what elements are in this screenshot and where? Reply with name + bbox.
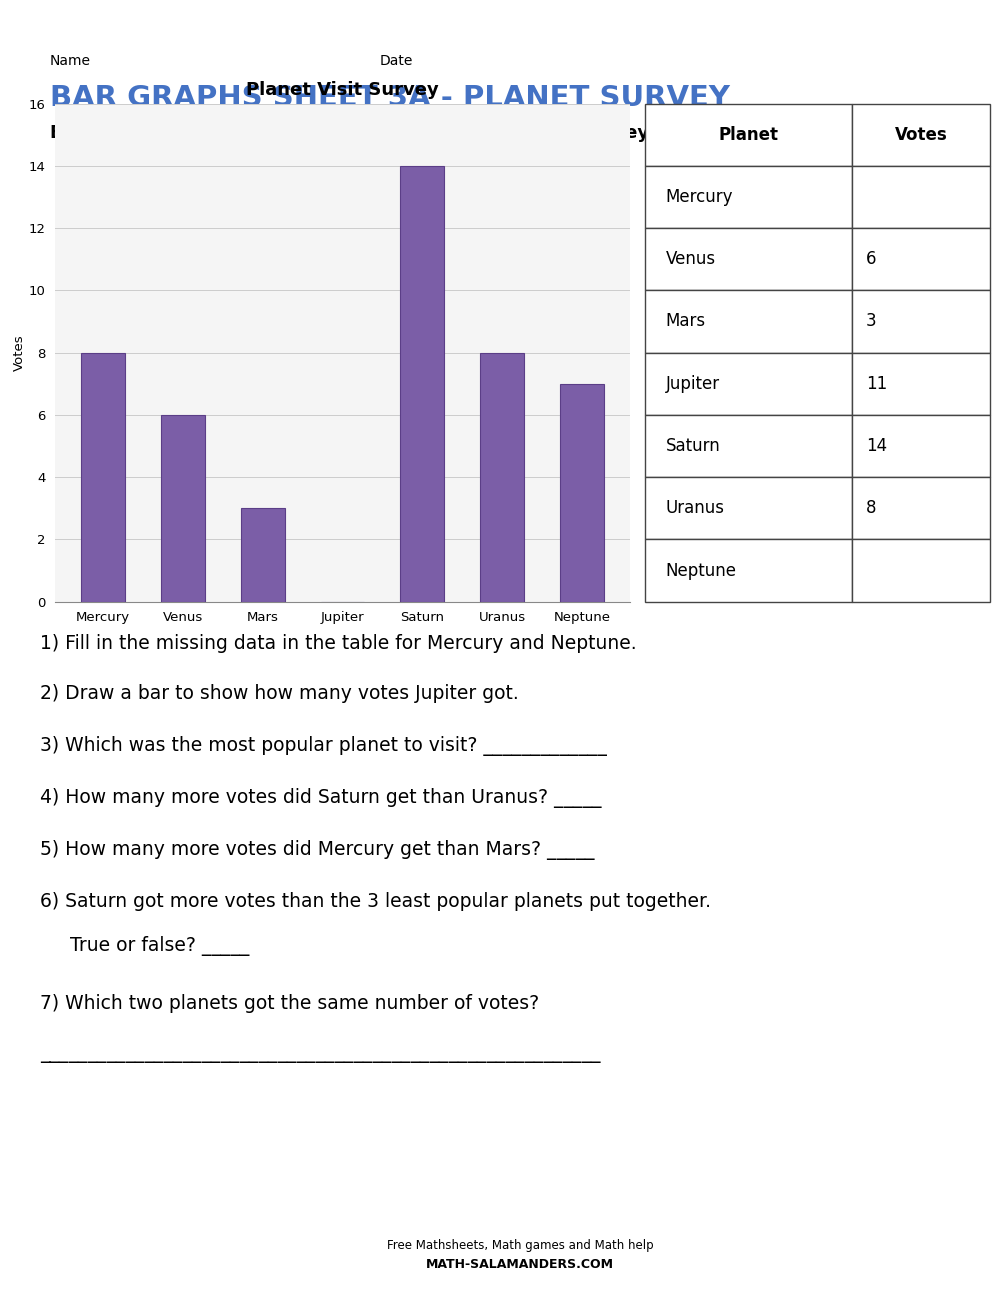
Bar xyxy=(560,384,604,602)
Text: 6) Saturn got more votes than the 3 least popular planets put together.: 6) Saturn got more votes than the 3 leas… xyxy=(40,892,711,911)
Text: 5) How many more votes did Mercury get than Mars? _____: 5) How many more votes did Mercury get t… xyxy=(40,840,594,861)
Text: ___________________________________________________________: ________________________________________… xyxy=(40,1044,600,1064)
Text: 4) How many more votes did Saturn get than Uranus? _____: 4) How many more votes did Saturn get th… xyxy=(40,788,602,807)
Text: 1) Fill in the missing data in the table for Mercury and Neptune.: 1) Fill in the missing data in the table… xyxy=(40,634,637,653)
Bar xyxy=(241,509,285,602)
Bar xyxy=(161,415,205,602)
Text: MATH-SALAMANDERS.COM: MATH-SALAMANDERS.COM xyxy=(426,1258,614,1271)
Text: Name: Name xyxy=(50,54,91,69)
Text: Date: Date xyxy=(380,54,413,69)
Text: 3) Which was the most popular planet to visit? _____________: 3) Which was the most popular planet to … xyxy=(40,736,607,756)
Y-axis label: Votes: Votes xyxy=(12,334,26,371)
Text: Each child in Newt class selected up to two planets that they would like to visi: Each child in Newt class selected up to … xyxy=(50,124,835,142)
Bar xyxy=(480,353,524,602)
Text: BAR GRAPHS SHEET 3A - PLANET SURVEY: BAR GRAPHS SHEET 3A - PLANET SURVEY xyxy=(50,84,730,113)
Bar xyxy=(400,166,444,602)
Text: True or false? _____: True or false? _____ xyxy=(70,936,249,956)
Text: 7) Which two planets got the same number of votes?: 7) Which two planets got the same number… xyxy=(40,994,539,1013)
Title: Planet Visit Survey: Planet Visit Survey xyxy=(246,82,439,100)
Text: 2) Draw a bar to show how many votes Jupiter got.: 2) Draw a bar to show how many votes Jup… xyxy=(40,685,519,703)
Text: Free Mathsheets, Math games and Math help: Free Mathsheets, Math games and Math hel… xyxy=(387,1240,653,1253)
Bar xyxy=(81,353,125,602)
